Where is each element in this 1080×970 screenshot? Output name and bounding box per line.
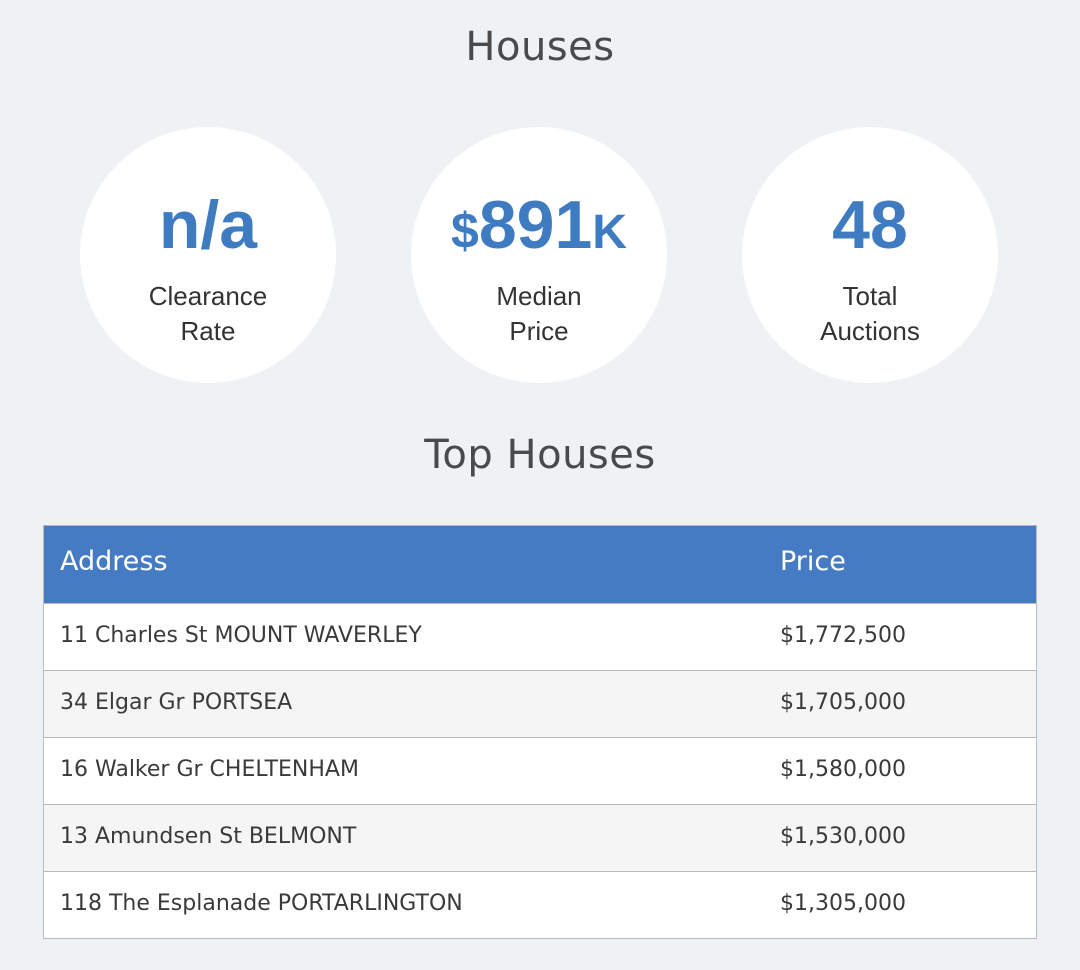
median-price-label-line1: Median [496, 281, 582, 311]
top-houses-table: Address Price 11 Charles St MOUNT WAVERL… [43, 525, 1037, 939]
address-cell: 34 Elgar Gr PORTSEA [60, 690, 293, 715]
median-price-label-line2: Price [509, 316, 569, 346]
median-price-unit: K [592, 206, 627, 259]
clearance-rate-label-line1: Clearance [148, 281, 268, 311]
clearance-rate-value: n/a [158, 187, 258, 263]
table-row: 11 Charles St MOUNT WAVERLEY $1,772,500 [44, 603, 1036, 670]
total-auctions-label-line2: Auctions [820, 316, 920, 346]
address-cell: 11 Charles St MOUNT WAVERLEY [60, 623, 422, 648]
price-cell: $1,530,000 [780, 824, 906, 849]
total-auctions-label-line1: Total [842, 281, 898, 311]
median-price-number: 891 [478, 187, 593, 263]
median-price-currency: $ [451, 203, 479, 259]
address-cell: 16 Walker Gr CHELTENHAM [60, 757, 359, 782]
price-column-header: Price [780, 546, 846, 577]
clearance-rate-stat: n/a Clearance Rate [80, 127, 336, 383]
table-row: 13 Amundsen St BELMONT $1,530,000 [44, 804, 1036, 871]
clearance-rate-label-line2: Rate [180, 316, 236, 346]
median-price-stat: $891K Median Price [411, 127, 667, 383]
table-header-row: Address Price [44, 526, 1036, 603]
address-cell: 13 Amundsen St BELMONT [60, 824, 357, 849]
price-cell: $1,305,000 [780, 891, 906, 916]
total-auctions-stat: 48 Total Auctions [742, 127, 998, 383]
clearance-rate-label: Clearance Rate [80, 279, 336, 349]
table-row: 118 The Esplanade PORTARLINGTON $1,305,0… [44, 871, 1036, 938]
houses-heading: Houses [465, 24, 615, 70]
table-row: 34 Elgar Gr PORTSEA $1,705,000 [44, 670, 1036, 737]
price-cell: $1,705,000 [780, 690, 906, 715]
table-row: 16 Walker Gr CHELTENHAM $1,580,000 [44, 737, 1036, 804]
total-auctions-label: Total Auctions [742, 279, 998, 349]
total-auctions-value: 48 [832, 187, 908, 263]
address-column-header: Address [60, 546, 168, 577]
address-cell: 118 The Esplanade PORTARLINGTON [60, 891, 463, 916]
top-houses-heading: Top Houses [424, 432, 656, 478]
median-price-label: Median Price [411, 279, 667, 349]
price-cell: $1,772,500 [780, 623, 906, 648]
price-cell: $1,580,000 [780, 757, 906, 782]
median-price-value: $891K [411, 189, 667, 269]
